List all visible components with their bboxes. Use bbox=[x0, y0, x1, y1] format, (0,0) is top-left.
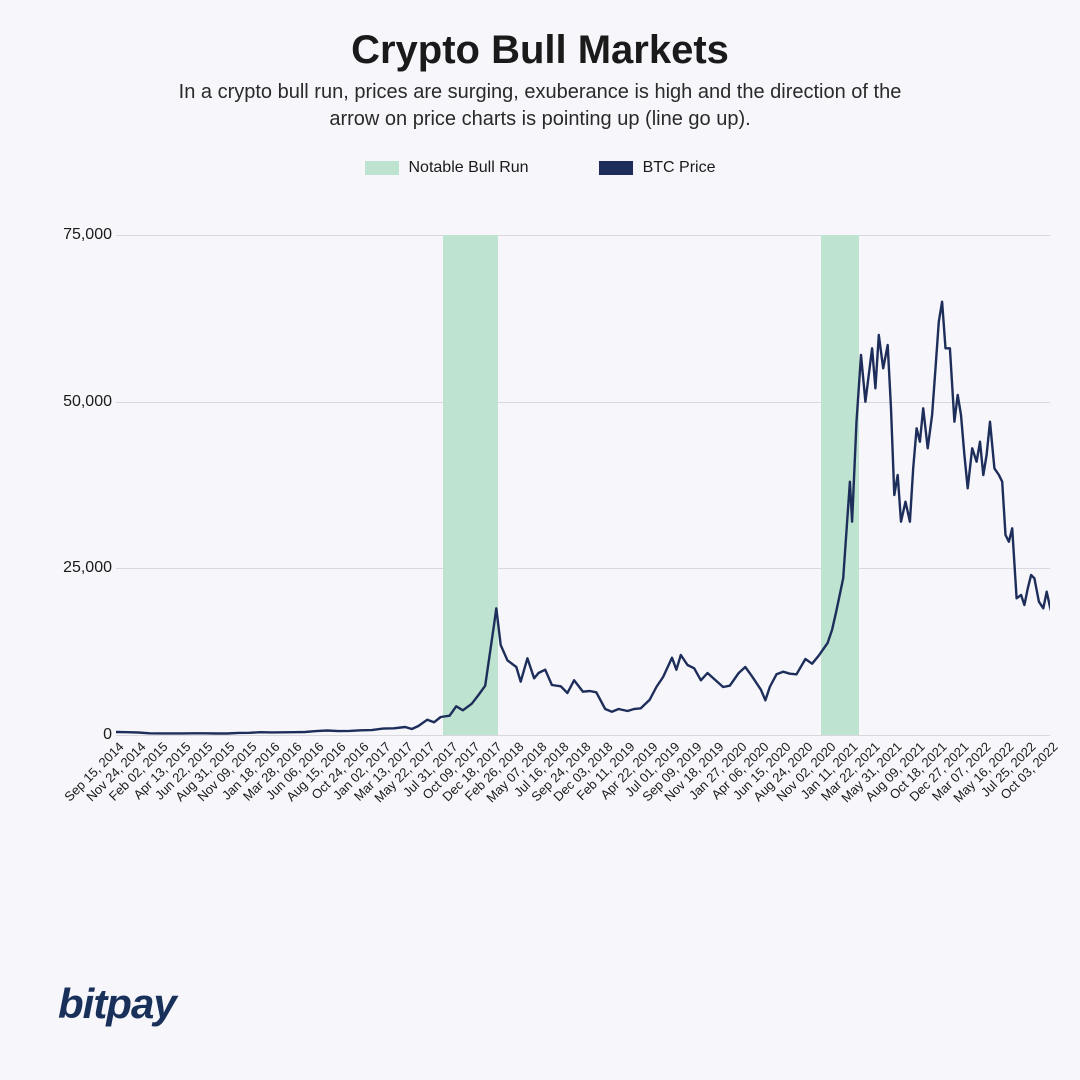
brand-logo: bitpay bbox=[58, 980, 176, 1028]
line-swatch-icon bbox=[599, 161, 633, 175]
band-swatch-icon bbox=[365, 161, 399, 175]
plot-region bbox=[116, 235, 1050, 735]
chart-area: 025,00050,00075,000 Sep 15, 2014Nov 24, … bbox=[50, 235, 1050, 855]
chart-subtitle: In a crypto bull run, prices are surging… bbox=[170, 79, 910, 133]
y-tick-label: 75,000 bbox=[52, 226, 112, 244]
y-tick-label: 0 bbox=[52, 726, 112, 744]
legend-band-label: Notable Bull Run bbox=[409, 159, 529, 177]
legend-item-band: Notable Bull Run bbox=[365, 159, 529, 177]
legend: Notable Bull Run BTC Price bbox=[0, 159, 1080, 177]
x-axis-labels: Sep 15, 2014Nov 24, 2014Feb 02, 2015Apr … bbox=[116, 735, 1050, 855]
legend-line-label: BTC Price bbox=[643, 159, 716, 177]
chart-title: Crypto Bull Markets bbox=[0, 0, 1080, 73]
price-line bbox=[116, 235, 1050, 735]
y-tick-label: 50,000 bbox=[52, 393, 112, 411]
y-tick-label: 25,000 bbox=[52, 559, 112, 577]
legend-item-line: BTC Price bbox=[599, 159, 716, 177]
